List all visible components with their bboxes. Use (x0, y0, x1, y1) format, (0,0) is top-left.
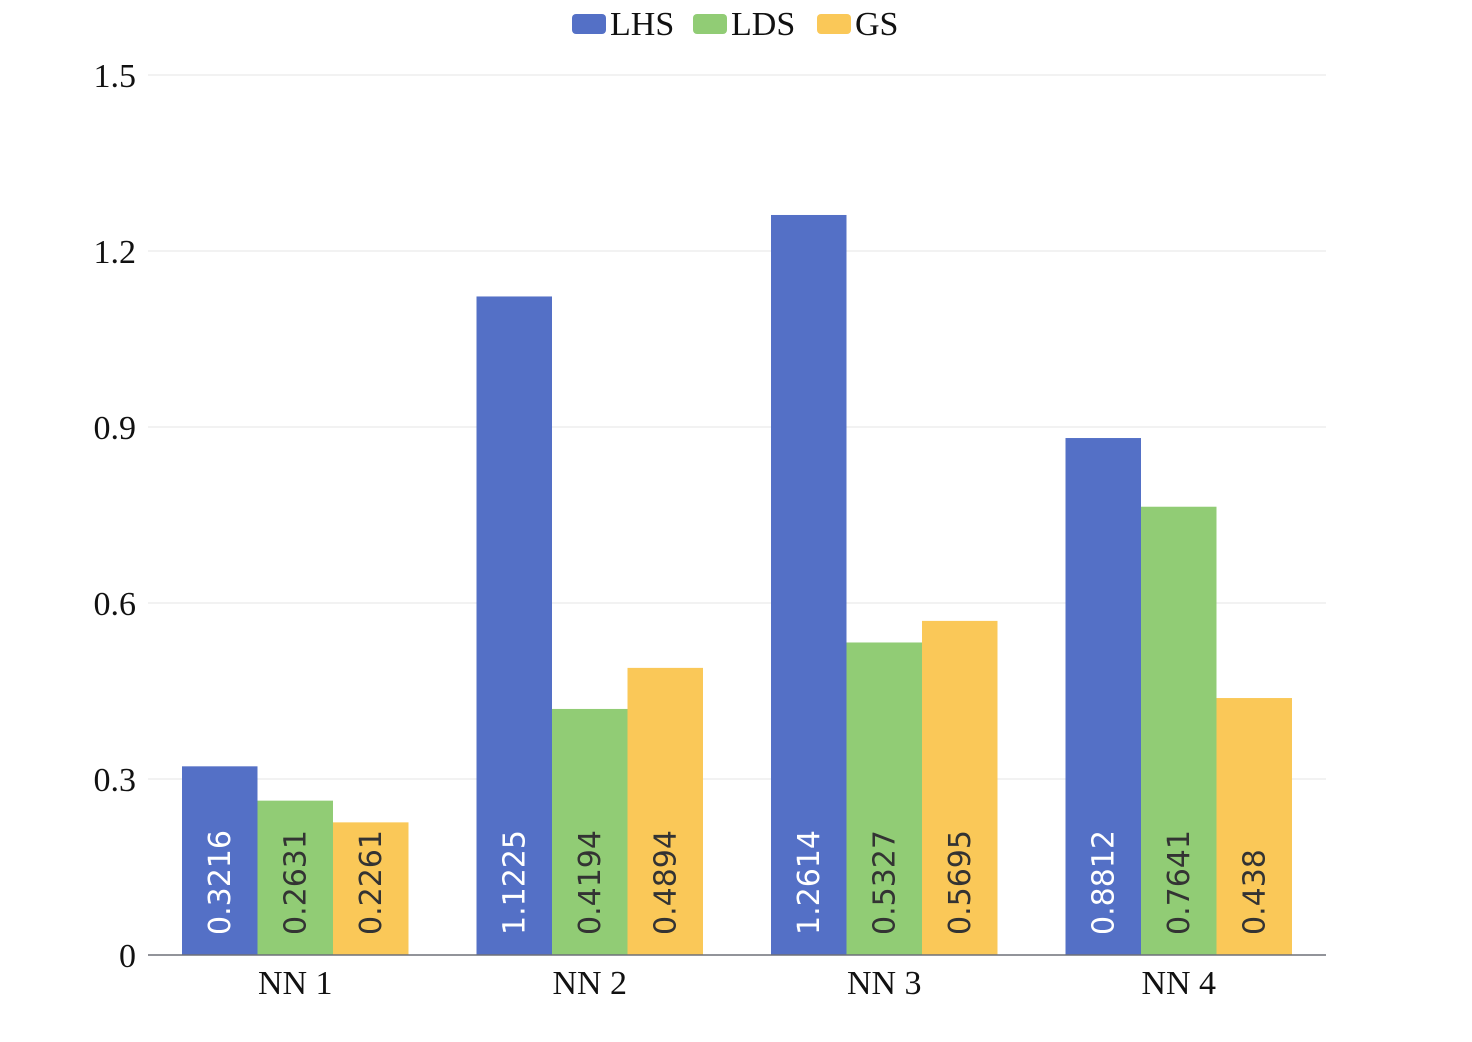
legend-swatch-lhs (572, 14, 606, 34)
x-tick-label: NN 3 (847, 965, 922, 1002)
legend-label-lds: LDS (731, 6, 795, 43)
data-label-lhs-3: 1.2614 (792, 830, 827, 935)
bar-gs-1 (333, 822, 409, 955)
y-tick-label: 0 (119, 938, 136, 975)
legend: LHS LDS GS (572, 6, 898, 43)
bar-lds-1 (257, 800, 333, 955)
data-label-gs-2: 0.4894 (648, 830, 683, 935)
data-label-lds-1: 0.2631 (278, 830, 313, 935)
data-label-lhs-4: 0.8812 (1086, 830, 1121, 935)
x-tick-label: NN 1 (258, 965, 333, 1002)
bar-lhs-2 (476, 296, 552, 955)
data-label-lhs-2: 1.1225 (497, 830, 532, 935)
bar-lds-3 (846, 642, 922, 955)
bars: 0.3216 0.2631 0.2261 1.1225 0.4194 0.4894 1.26… (182, 214, 1292, 956)
legend-swatch-lds (693, 14, 727, 34)
data-label-lhs-1: 0.3216 (203, 830, 238, 935)
legend-swatch-gs (817, 14, 851, 34)
data-label-gs-4: 0.438 (1237, 849, 1272, 935)
legend-label-lhs: LHS (610, 6, 674, 43)
legend-item-lhs[interactable]: LHS (572, 6, 674, 43)
legend-item-lds[interactable]: LDS (693, 6, 795, 43)
bar-gs-4 (1216, 698, 1292, 955)
x-tick-label: NN 2 (552, 965, 627, 1002)
y-tick-label: 1.2 (94, 234, 137, 271)
data-label-lds-3: 0.5327 (867, 830, 902, 935)
bar-gs-2 (627, 667, 703, 955)
data-label-lds-4: 0.7641 (1162, 830, 1197, 935)
bar-lds-2 (552, 708, 628, 955)
y-tick-label: 0.9 (94, 410, 137, 447)
x-tick-label: NN 4 (1141, 965, 1216, 1002)
bar-lds-4 (1141, 506, 1217, 955)
bar-lhs-3 (771, 214, 847, 956)
bar-lhs-4 (1065, 438, 1141, 956)
bar-lhs-1 (182, 766, 258, 955)
legend-label-gs: GS (855, 6, 898, 43)
data-label-lds-2: 0.4194 (573, 830, 608, 935)
y-tick-label: 0.3 (94, 762, 137, 799)
axes: 0 0.3 0.6 0.9 1.2 1.5 NN 1 NN 2 NN 3 NN 4 (94, 58, 1326, 1002)
y-tick-label: 0.6 (94, 586, 137, 623)
data-label-gs-1: 0.2261 (354, 830, 389, 935)
bar-gs-3 (922, 620, 998, 955)
legend-item-gs[interactable]: GS (817, 6, 898, 43)
y-tick-label: 1.5 (94, 58, 137, 95)
data-label-gs-3: 0.5695 (943, 830, 978, 935)
